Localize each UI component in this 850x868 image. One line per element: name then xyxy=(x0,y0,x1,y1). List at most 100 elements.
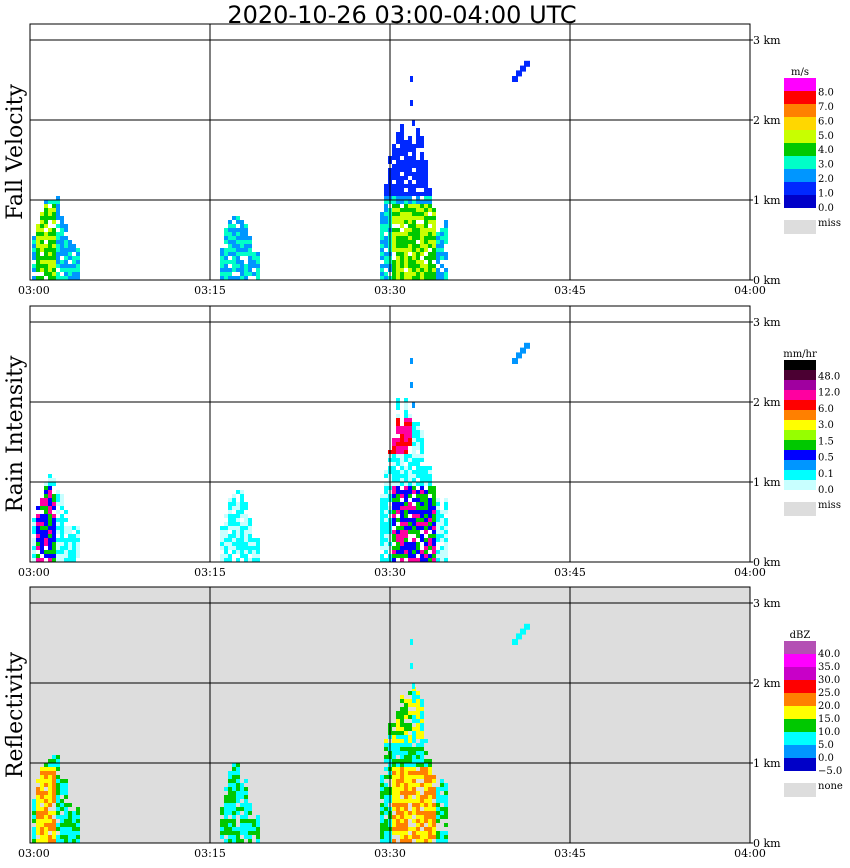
legend-swatch xyxy=(784,156,816,169)
legend-swatch xyxy=(784,732,816,745)
legend-label: 0.0 xyxy=(818,753,834,764)
legend-swatch xyxy=(784,420,816,430)
legend: dBZ 40.0 35.0 30.0 25.0 20.0 15.0 10.0 5.0 0.0 −5.… xyxy=(784,630,843,797)
plot-frame xyxy=(29,23,751,281)
legend-label: 8.0 xyxy=(818,87,834,98)
x-tick-label: 03:30 xyxy=(374,284,406,297)
legend: m/s 8.0 7.0 6.0 5.0 4.0 3.0 2.0 1.0 0.0 miss xyxy=(784,67,841,234)
legend-label: 3.0 xyxy=(818,420,834,431)
legend-swatch xyxy=(784,400,816,410)
panel-1: 0 km 1 km 2 km 3 km 03:00 03:15 03:30 03:45 04:0… xyxy=(3,23,841,297)
legend-label: 48.0 xyxy=(818,371,840,382)
legend-swatch xyxy=(784,104,816,117)
y-tick-label: 2 km xyxy=(753,677,781,690)
legend-swatch xyxy=(784,480,816,490)
legend-label: 30.0 xyxy=(818,675,840,686)
legend-label: 0.5 xyxy=(818,453,834,464)
legend-swatch xyxy=(784,78,816,91)
legend-swatch xyxy=(784,195,816,208)
x-tick-label: 03:45 xyxy=(554,566,586,579)
x-tick-label: 03:00 xyxy=(18,566,50,579)
x-tick-label: 04:00 xyxy=(734,566,766,579)
legend-missing-swatch xyxy=(784,783,816,797)
y-tick-label: 1 km xyxy=(753,757,781,770)
panel-ylabel: Fall Velocity xyxy=(3,84,28,220)
panel-2: 0 km 1 km 2 km 3 km 03:00 03:15 03:30 03:45 04:0… xyxy=(3,305,841,579)
legend-swatch xyxy=(784,745,816,758)
y-tick-label: 2 km xyxy=(753,114,781,127)
y-tick-label: 3 km xyxy=(753,316,781,329)
x-tick-label: 03:45 xyxy=(554,847,586,860)
legend-swatch xyxy=(784,143,816,156)
y-tick-label: 0 km xyxy=(753,274,781,287)
legend-swatch xyxy=(784,91,816,104)
legend-label: 1.0 xyxy=(818,189,834,200)
legend-swatch xyxy=(784,360,816,370)
legend-swatch xyxy=(784,654,816,667)
legend-swatch xyxy=(784,693,816,706)
x-tick-label: 03:00 xyxy=(18,284,50,297)
legend-swatch xyxy=(784,169,816,182)
legend-swatch xyxy=(784,390,816,400)
legend-swatch xyxy=(784,680,816,693)
legend-label: 6.0 xyxy=(818,116,834,127)
legend-swatch xyxy=(784,667,816,680)
echo-field xyxy=(32,60,530,280)
legend-swatch xyxy=(784,430,816,440)
legend-label: 1.5 xyxy=(818,436,834,447)
legend-swatch xyxy=(784,706,816,719)
legend-swatch xyxy=(784,450,816,460)
legend-missing-label: none xyxy=(818,781,843,792)
legend-label: 20.0 xyxy=(818,701,840,712)
legend-label: 7.0 xyxy=(818,102,834,113)
legend-title: mm/hr xyxy=(783,349,817,360)
legend-label: 12.0 xyxy=(818,388,840,399)
y-tick-label: 3 km xyxy=(753,597,781,610)
x-tick-label: 03:30 xyxy=(374,847,406,860)
legend-title: m/s xyxy=(791,67,809,78)
legend-swatch xyxy=(784,380,816,390)
legend-missing-label: miss xyxy=(818,218,841,229)
y-tick-label: 1 km xyxy=(753,476,781,489)
legend-swatch xyxy=(784,130,816,143)
x-tick-label: 03:15 xyxy=(194,847,226,860)
legend-missing-label: miss xyxy=(818,500,841,511)
legend-swatch xyxy=(784,440,816,450)
legend-title: dBZ xyxy=(790,630,811,641)
legend-swatch xyxy=(784,410,816,420)
legend-swatch xyxy=(784,758,816,771)
y-tick-label: 0 km xyxy=(753,837,781,850)
panel-ylabel: Rain Intensity xyxy=(3,355,28,512)
y-tick-label: 0 km xyxy=(753,556,781,569)
legend-label: 10.0 xyxy=(818,727,840,738)
legend-missing-swatch xyxy=(784,220,816,234)
legend-label: 5.0 xyxy=(818,740,834,751)
y-tick-label: 3 km xyxy=(753,34,781,47)
legend-swatch xyxy=(784,641,816,654)
legend-swatch xyxy=(784,460,816,470)
legend-label: 0.0 xyxy=(818,203,834,214)
x-tick-label: 03:15 xyxy=(194,566,226,579)
legend-label: 3.0 xyxy=(818,160,834,171)
legend-label: 0.0 xyxy=(818,485,834,496)
legend-label: −5.0 xyxy=(818,766,842,777)
panel-3: 0 km 1 km 2 km 3 km 03:00 03:15 03:30 03:45 04:0… xyxy=(3,586,843,860)
legend-missing-swatch xyxy=(784,502,816,516)
x-tick-label: 03:45 xyxy=(554,284,586,297)
legend-label: 2.0 xyxy=(818,174,834,185)
x-tick-label: 03:15 xyxy=(194,284,226,297)
x-tick-label: 03:00 xyxy=(18,847,50,860)
x-tick-label: 04:00 xyxy=(734,847,766,860)
x-tick-label: 04:00 xyxy=(734,284,766,297)
legend-label: 0.1 xyxy=(818,469,834,480)
legend-swatch xyxy=(784,117,816,130)
legend-swatch xyxy=(784,370,816,380)
legend-label: 25.0 xyxy=(818,688,840,699)
y-tick-label: 2 km xyxy=(753,396,781,409)
legend-swatch xyxy=(784,719,816,732)
legend-label: 4.0 xyxy=(818,145,834,156)
legend-label: 15.0 xyxy=(818,714,840,725)
legend-swatch xyxy=(784,182,816,195)
